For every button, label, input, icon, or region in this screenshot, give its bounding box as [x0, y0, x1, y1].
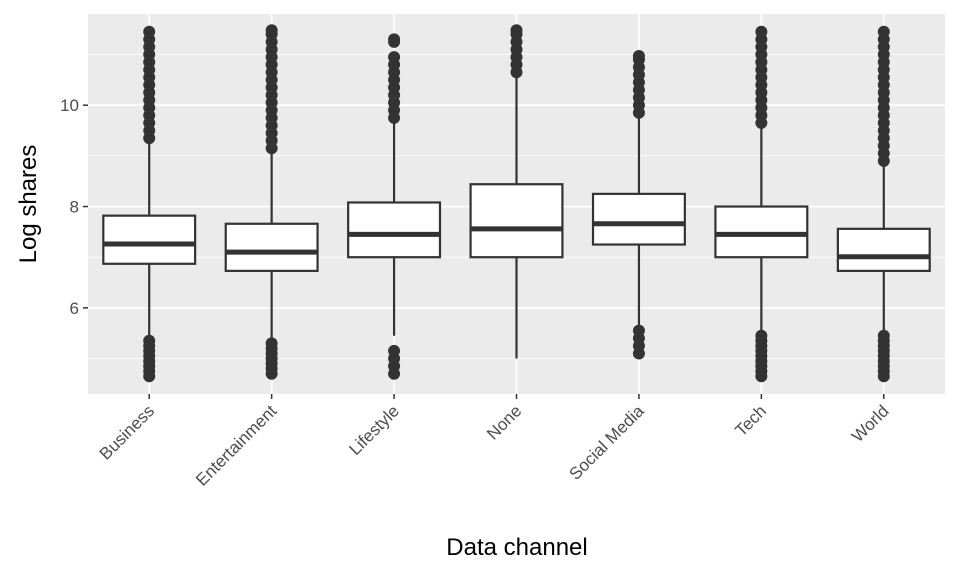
- outlier-point: [877, 329, 890, 342]
- box-iqr: [469, 183, 564, 259]
- y-tick-label: 8: [70, 198, 79, 217]
- outlier-point: [143, 25, 156, 38]
- outlier-point: [388, 51, 401, 64]
- x-tick-label: None: [483, 401, 525, 443]
- y-axis-ticks: 6 8 10: [60, 96, 88, 318]
- outlier-point: [877, 25, 890, 38]
- box-group: [591, 50, 686, 360]
- box-iqr: [224, 222, 319, 272]
- box-iqr: [347, 201, 442, 259]
- box-series: [102, 24, 931, 383]
- outlier-point: [388, 33, 401, 46]
- x-tick-label: Business: [96, 401, 158, 463]
- outlier-point: [510, 24, 523, 37]
- x-axis-ticks: Business Entertainment Lifestyle None Social…: [96, 394, 893, 490]
- outlier-point: [755, 329, 768, 342]
- y-axis-title: Log shares: [15, 145, 42, 264]
- box-iqr: [714, 205, 809, 259]
- box-iqr: [591, 192, 686, 246]
- y-tick-label: 10: [60, 96, 79, 115]
- box-group: [469, 24, 564, 359]
- x-tick-label: Tech: [731, 401, 770, 440]
- x-axis-title: Data channel: [446, 534, 587, 561]
- box-group: [836, 25, 931, 383]
- x-tick-label: World: [848, 401, 893, 446]
- box-group: [714, 25, 809, 383]
- box-group: [224, 24, 319, 380]
- box-iqr: [102, 214, 197, 265]
- outlier-point: [265, 24, 278, 37]
- outlier-point: [143, 334, 156, 347]
- x-tick-label: Social Media: [566, 401, 649, 484]
- box-group: [102, 25, 197, 383]
- outlier-point: [632, 324, 645, 337]
- box-group: [347, 33, 442, 380]
- x-tick-label: Lifestyle: [345, 401, 403, 459]
- outlier-point: [755, 25, 768, 38]
- outlier-point: [265, 337, 278, 350]
- outlier-point: [388, 344, 401, 357]
- box-iqr: [836, 227, 931, 272]
- outlier-point: [632, 50, 645, 63]
- x-tick-label: Entertainment: [192, 401, 280, 489]
- y-tick-label: 6: [70, 299, 79, 318]
